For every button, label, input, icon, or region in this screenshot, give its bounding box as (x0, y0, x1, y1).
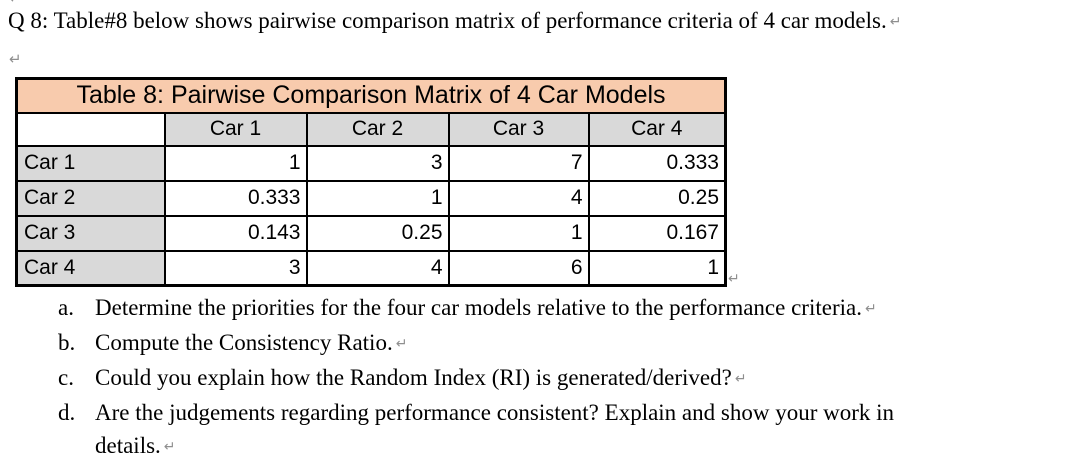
after-table-paragraph-mark: ↵ (728, 271, 740, 287)
row-label-car-1: Car 1 (15, 144, 166, 182)
document-page: { "marks": { "return": "↵" }, "page": { … (8, 0, 902, 458)
paragraph-mark: ↵ (889, 14, 902, 30)
list-item-a: a. Determine the priorities for the four… (58, 291, 894, 326)
table-title-row: Table 8: Pairwise Comparison Matrix of 4… (15, 77, 727, 114)
list-item-text: Compute the Consistency Ratio. (95, 330, 393, 355)
table-title: Table 8: Pairwise Comparison Matrix of 4… (15, 77, 727, 114)
column-header-car-4: Car 4 (587, 111, 727, 147)
matrix-cell: 6 (447, 249, 590, 287)
paragraph-mark: ↵ (163, 439, 176, 455)
matrix-cell: 0.333 (163, 179, 308, 217)
matrix-cell: 0.25 (587, 179, 727, 217)
paragraph-mark: ↵ (734, 371, 747, 387)
matrix-cell: 3 (163, 249, 308, 287)
matrix-cell: 4 (305, 249, 450, 287)
column-header-car-1: Car 1 (163, 111, 308, 147)
question-paragraph: Q 8: Table#8 below shows pairwise compar… (8, 8, 901, 34)
pairwise-comparison-table: Table 8: Pairwise Comparison Matrix of 4… (15, 77, 727, 287)
list-marker: b. (58, 330, 76, 355)
table-row: Car 2 0.333 1 4 0.25 (15, 179, 727, 217)
list-item-text: details. (95, 433, 161, 458)
column-header-car-3: Car 3 (447, 111, 590, 147)
matrix-cell: 7 (447, 144, 590, 182)
list-item-b: b. Compute the Consistency Ratio. ↵ (58, 326, 894, 361)
matrix-cell: 1 (447, 214, 590, 252)
matrix-cell: 0.143 (163, 214, 308, 252)
table-row: Car 4 3 4 6 1 (15, 249, 727, 287)
list-item-text: Could you explain how the Random Index (… (95, 365, 732, 390)
list-marker: d. (58, 400, 76, 425)
matrix-cell: 4 (447, 179, 590, 217)
question-text: Q 8: Table#8 below shows pairwise compar… (8, 8, 887, 33)
row-label-car-3: Car 3 (15, 214, 166, 252)
matrix-cell: 0.333 (587, 144, 727, 182)
matrix-cell: 0.167 (587, 214, 727, 252)
list-marker: a. (58, 295, 74, 320)
matrix-cell: 1 (305, 179, 450, 217)
matrix-cell: 1 (163, 144, 308, 182)
table-row: Car 1 1 3 7 0.333 (15, 144, 727, 182)
list-marker: c. (58, 365, 74, 390)
matrix-cell: 3 (305, 144, 450, 182)
table-row: Car 3 0.143 0.25 1 0.167 (15, 214, 727, 252)
clipped-paragraph-mark: ↵ (9, 0, 22, 7)
empty-paragraph-mark: ↵ (9, 50, 22, 68)
matrix-cell: 0.25 (305, 214, 450, 252)
subquestion-list: a. Determine the priorities for the four… (58, 291, 894, 464)
matrix-cell: 1 (587, 249, 727, 287)
paragraph-mark: ↵ (395, 336, 408, 352)
list-item-text: Are the judgements regarding performance… (95, 400, 895, 425)
paragraph-mark: ↵ (864, 301, 877, 317)
list-item-text: Determine the priorities for the four ca… (95, 295, 862, 320)
column-header-car-2: Car 2 (305, 111, 450, 147)
table-header-row: Car 1 Car 2 Car 3 Car 4 (15, 111, 727, 147)
row-label-car-2: Car 2 (15, 179, 166, 217)
list-item-c: c. Could you explain how the Random Inde… (58, 361, 894, 396)
list-item-d: d. Are the judgements regarding performa… (58, 396, 894, 464)
corner-cell (15, 111, 166, 147)
row-label-car-4: Car 4 (15, 249, 166, 287)
